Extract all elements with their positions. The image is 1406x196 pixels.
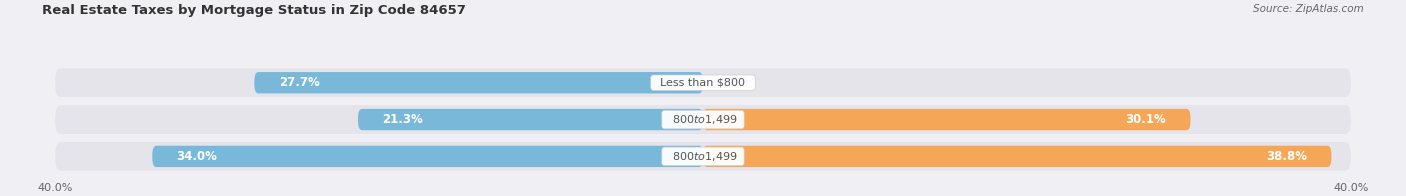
Text: 27.7%: 27.7%	[278, 76, 319, 89]
Text: 30.1%: 30.1%	[1125, 113, 1166, 126]
Text: 34.0%: 34.0%	[177, 150, 218, 163]
FancyBboxPatch shape	[703, 146, 1331, 167]
Text: 38.8%: 38.8%	[1267, 150, 1308, 163]
FancyBboxPatch shape	[703, 109, 1191, 130]
Text: 0.0%: 0.0%	[720, 76, 749, 89]
Text: 21.3%: 21.3%	[382, 113, 423, 126]
Text: $800 to $1,499: $800 to $1,499	[665, 150, 741, 163]
Text: Source: ZipAtlas.com: Source: ZipAtlas.com	[1253, 4, 1364, 14]
Text: Less than $800: Less than $800	[654, 78, 752, 88]
FancyBboxPatch shape	[55, 68, 1351, 97]
Text: $800 to $1,499: $800 to $1,499	[665, 113, 741, 126]
FancyBboxPatch shape	[152, 146, 703, 167]
FancyBboxPatch shape	[55, 105, 1351, 134]
FancyBboxPatch shape	[359, 109, 703, 130]
FancyBboxPatch shape	[55, 142, 1351, 171]
FancyBboxPatch shape	[254, 72, 703, 93]
Text: Real Estate Taxes by Mortgage Status in Zip Code 84657: Real Estate Taxes by Mortgage Status in …	[42, 4, 465, 17]
